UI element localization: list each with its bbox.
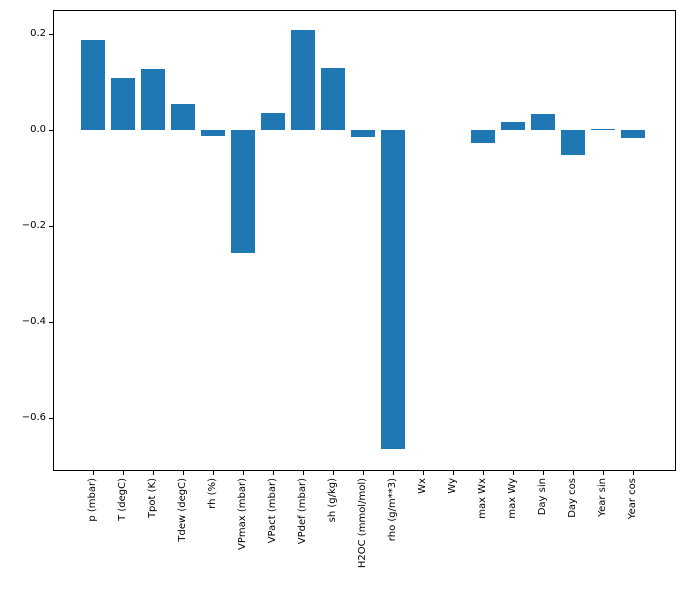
x-tick-label: H2OC (mmol/mol)	[357, 478, 369, 569]
x-tick-label: T (degC)	[117, 478, 129, 521]
bar-15	[531, 114, 556, 131]
x-tick-mark	[542, 471, 544, 475]
y-tick-mark	[49, 417, 53, 419]
bar-10	[381, 130, 406, 449]
x-tick-label: VPact (mbar)	[267, 478, 279, 544]
x-tick-mark	[152, 471, 154, 475]
x-tick-mark	[512, 471, 514, 475]
y-tick-mark	[49, 129, 53, 131]
x-tick-label: Tpot (K)	[147, 478, 159, 519]
x-tick-label: Wy	[447, 478, 459, 494]
x-tick-label: Day sin	[537, 478, 549, 516]
y-tick-label: −0.6	[21, 412, 46, 424]
x-tick-label: Year sin	[597, 478, 609, 517]
x-tick-mark	[302, 471, 304, 475]
x-tick-mark	[332, 471, 334, 475]
y-tick-mark	[49, 321, 53, 323]
bar-16	[561, 130, 586, 156]
x-tick-label: max Wx	[477, 478, 489, 519]
x-tick-label: rho (g/m**3)	[387, 478, 399, 542]
y-tick-mark	[49, 225, 53, 227]
x-tick-label: sh (g/kg)	[327, 478, 339, 523]
x-tick-mark	[272, 471, 274, 475]
x-tick-label: Day cos	[567, 478, 579, 518]
y-tick-mark	[49, 33, 53, 35]
bar-0	[81, 40, 106, 131]
x-tick-label: max Wy	[507, 478, 519, 519]
y-tick-label: −0.4	[21, 316, 46, 328]
y-tick-label: −0.2	[21, 220, 46, 232]
x-tick-mark	[92, 471, 94, 475]
bar-17	[591, 129, 616, 131]
x-tick-mark	[362, 471, 364, 475]
x-tick-mark	[122, 471, 124, 475]
x-tick-mark	[602, 471, 604, 475]
x-tick-mark	[242, 471, 244, 475]
x-tick-mark	[212, 471, 214, 475]
x-tick-label: Year cos	[627, 478, 639, 520]
bar-18	[621, 130, 646, 139]
x-tick-label: VPdef (mbar)	[297, 478, 309, 545]
x-tick-mark	[182, 471, 184, 475]
bar-1	[111, 77, 136, 131]
y-tick-label: 0.0	[30, 124, 46, 136]
bar-3	[171, 104, 196, 131]
x-tick-mark	[422, 471, 424, 475]
x-tick-label: Wx	[417, 478, 429, 494]
bar-9	[351, 130, 376, 137]
bar-6	[261, 113, 286, 131]
bar-8	[321, 67, 346, 131]
x-tick-label: rh (%)	[207, 478, 219, 509]
x-tick-label: p (mbar)	[87, 478, 99, 522]
bar-2	[141, 69, 166, 131]
bar-7	[291, 30, 316, 131]
x-tick-label: VPmax (mbar)	[237, 478, 249, 550]
bar-14	[501, 121, 526, 131]
x-tick-mark	[482, 471, 484, 475]
x-tick-label: Tdew (degC)	[177, 478, 189, 542]
bar-5	[231, 130, 256, 253]
bar-4	[201, 130, 226, 136]
y-tick-label: 0.2	[30, 28, 46, 39]
x-tick-mark	[452, 471, 454, 475]
x-tick-mark	[572, 471, 574, 475]
x-tick-mark	[392, 471, 394, 475]
bar-13	[471, 130, 496, 143]
x-tick-mark	[632, 471, 634, 475]
